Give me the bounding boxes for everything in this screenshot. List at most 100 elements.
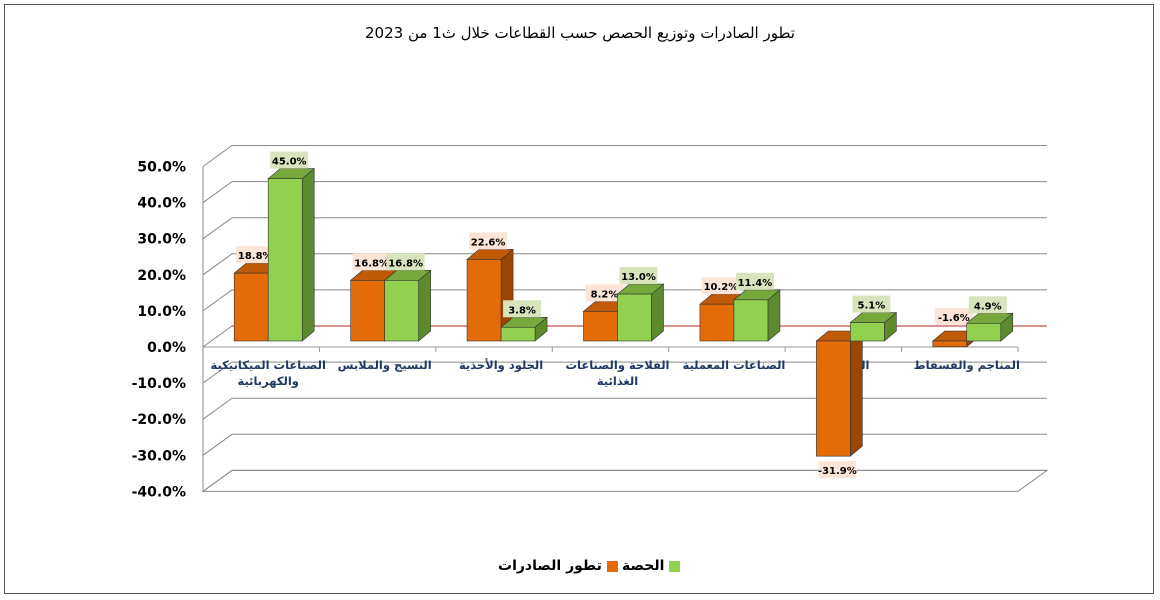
y-tick-label: 50.0% — [137, 160, 186, 176]
bar-share — [267, 167, 316, 342]
data-label: -31.9% — [818, 461, 857, 479]
data-label-text: 5.1% — [857, 301, 885, 312]
data-label-text: 22.6% — [471, 237, 506, 248]
gridline — [202, 181, 1047, 204]
bar-side — [418, 269, 431, 342]
data-label-box — [585, 284, 624, 302]
data-label-text: 13.0% — [621, 272, 656, 283]
bar-share — [733, 289, 781, 342]
data-label-text: 11.4% — [738, 278, 773, 289]
bar-front — [617, 293, 652, 342]
y-tick-label: 30.0% — [137, 232, 186, 248]
data-label: 16.8% — [352, 253, 391, 271]
bar-front — [816, 340, 851, 457]
bar-front — [699, 303, 735, 342]
bar-share — [849, 311, 898, 342]
bar-front — [267, 178, 303, 342]
gridline — [202, 361, 1047, 384]
data-label-box — [469, 232, 508, 250]
gridline — [202, 217, 1047, 240]
y-tick-label: 40.0% — [137, 196, 186, 212]
data-label: 8.2% — [585, 284, 624, 302]
category-label: الجلود والأحذية — [459, 358, 543, 373]
data-label-text: 18.8% — [238, 251, 273, 262]
bar-side — [301, 167, 315, 342]
bar-front — [932, 340, 968, 348]
legend-label-exports: تطور الصادرات — [498, 558, 602, 574]
bar-front — [966, 323, 1002, 342]
data-label-text: -31.9% — [818, 466, 857, 477]
data-label: 5.1% — [852, 295, 891, 313]
bar-front — [384, 280, 419, 342]
category-label: الصناعات المعملية — [682, 358, 785, 372]
bar-front — [350, 280, 385, 342]
y-tick-label: -30.0% — [132, 448, 186, 464]
gridline — [202, 253, 1047, 276]
bar-front — [850, 322, 885, 342]
data-label-text: 45.0% — [272, 157, 307, 168]
bar-share — [965, 312, 1014, 342]
data-label-text: 16.8% — [354, 258, 389, 269]
data-label-box — [270, 151, 309, 169]
bar-share — [383, 269, 432, 342]
data-label: 11.4% — [735, 272, 774, 290]
gridline — [202, 469, 1047, 492]
category-label: الفلاحة والصناعات — [565, 358, 669, 373]
data-label-box — [701, 277, 740, 295]
data-label: 4.9% — [968, 296, 1007, 314]
legend-swatch-share — [669, 560, 681, 572]
data-label: 13.0% — [619, 267, 658, 285]
y-tick-label: 0.0% — [147, 340, 186, 356]
bar-exports — [466, 248, 514, 342]
data-label: 22.6% — [469, 232, 508, 250]
bar-side — [850, 330, 863, 457]
floor — [201, 469, 1049, 492]
bar-front — [500, 326, 536, 342]
category-label: النسيج والملابس — [338, 358, 432, 373]
gridline — [202, 145, 1047, 167]
chart-title: تطور الصادرات وتوزيع الحصص حسب القطاعات … — [365, 24, 795, 42]
y-tick-label: -20.0% — [132, 412, 186, 428]
data-label-box — [503, 300, 542, 318]
data-label-box — [934, 308, 973, 325]
data-label: 10.2% — [701, 277, 740, 295]
gridline — [202, 397, 1047, 420]
y-tick-label: 10.0% — [137, 304, 186, 320]
bar-front — [733, 299, 769, 342]
y-tick-label: -10.0% — [132, 376, 186, 392]
data-label-box — [818, 461, 857, 479]
data-label-box — [386, 253, 425, 271]
legend-label-share: الحصة — [622, 558, 665, 574]
data-label-text: 8.2% — [591, 289, 619, 300]
bar-share — [500, 316, 548, 342]
legend-item-share: الحصة — [622, 558, 681, 574]
data-label-box — [352, 253, 391, 271]
gridline — [202, 433, 1047, 456]
data-label: 3.8% — [503, 300, 542, 318]
data-label-box — [619, 267, 658, 285]
y-tick-label: -40.0% — [132, 484, 186, 500]
bar-front — [583, 311, 618, 342]
data-label-box — [236, 246, 275, 264]
data-label-box — [852, 295, 891, 313]
y-tick-label: 20.0% — [137, 268, 186, 284]
category-label: المناجم والفسفاط — [914, 358, 1020, 373]
data-label-text: 3.8% — [508, 305, 536, 316]
category-label: والكهربائية — [237, 374, 298, 389]
data-label-text: 4.9% — [974, 301, 1002, 312]
bar-exports — [815, 330, 864, 457]
data-label-box — [735, 272, 774, 290]
legend-swatch-exports — [606, 560, 618, 572]
legend-item-exports: تطور الصادرات — [498, 558, 618, 574]
category-label: الغذائية — [597, 374, 638, 388]
data-label: 45.0% — [270, 151, 309, 169]
chart-frame — [4, 4, 1154, 594]
data-label-text: 10.2% — [704, 282, 739, 293]
data-label: -1.6% — [934, 308, 973, 325]
data-label-text: 16.8% — [388, 258, 423, 269]
bar-front — [233, 272, 269, 342]
category-label: الصناعات الميكانيكية — [211, 358, 326, 372]
bar-share — [616, 283, 665, 342]
data-label-box — [968, 296, 1007, 314]
